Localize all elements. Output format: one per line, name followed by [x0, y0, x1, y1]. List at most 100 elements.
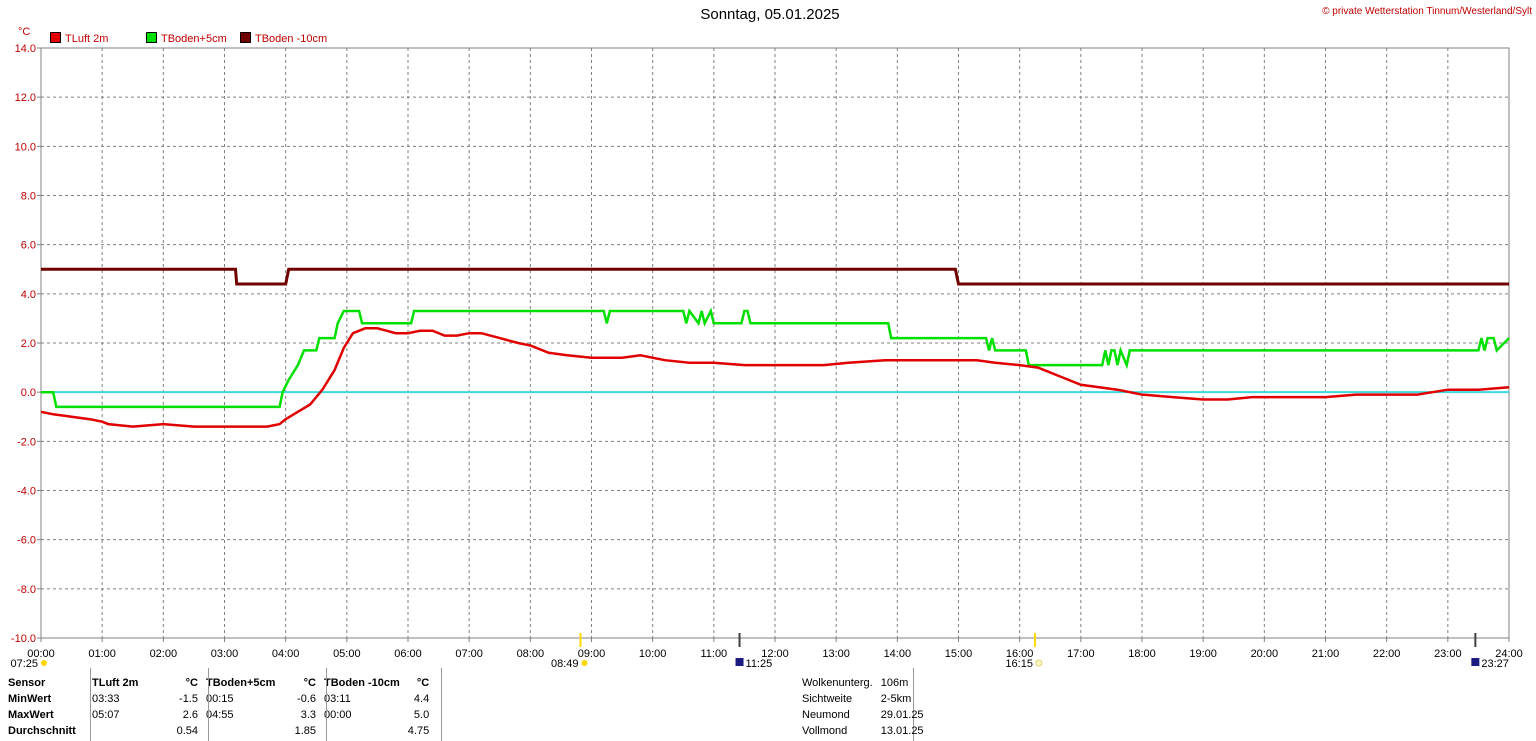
stats-row-max: MaxWert 05:07 2.6 04:55 3.3 00:00 5.0 [4, 707, 433, 723]
x-tick-label: 16:00 [1006, 648, 1034, 660]
info-value: 13.01.25 [880, 725, 924, 737]
stats-cell: -1.5 [179, 693, 198, 705]
stats-cell: 1.85 [294, 725, 316, 737]
copyright-note: © private Wetterstation Tinnum/Westerlan… [1322, 6, 1532, 17]
legend-item-tboden5: TBoden+5cm [146, 32, 227, 45]
moon-icon [735, 658, 744, 666]
y-tick-label: 0.0 [21, 387, 36, 399]
x-tick-label: 23:00 [1434, 648, 1462, 660]
stats-cell: -0.6 [297, 693, 316, 705]
stats-row-label: MinWert [8, 693, 52, 705]
info-value: 106m [880, 677, 909, 689]
stats-cell: 4.75 [407, 725, 430, 737]
x-tick-label: 20:00 [1251, 648, 1279, 660]
stats-cell: 03:11 [324, 693, 351, 705]
y-tick-label: -2.0 [17, 436, 36, 448]
stats-cell [88, 723, 164, 739]
stats-cell [320, 723, 404, 739]
info-row: Vollmond 13.01.25 [798, 723, 928, 739]
info-table: Wolkenunterg. 106m Sichtweite 2-5km Neum… [798, 675, 928, 739]
info-row: Neumond 29.01.25 [798, 707, 928, 723]
x-tick-label: 07:00 [455, 648, 483, 660]
stats-divider [90, 668, 91, 741]
x-tick-label: 18:00 [1128, 648, 1156, 660]
stats-row-avg: Durchschnitt 0.54 1.85 4.75 [4, 723, 433, 739]
stats-cell [202, 723, 284, 739]
y-tick-label: 2.0 [21, 338, 36, 350]
legend-swatch-tboden5 [146, 32, 157, 43]
event-time-label: 11:25 [746, 658, 773, 668]
stats-table: Sensor TLuft 2m °C TBoden+5cm °C TBoden … [4, 675, 433, 739]
sunset-icon [1035, 659, 1043, 667]
y-tick-label: 12.0 [15, 92, 36, 104]
x-tick-label: 17:00 [1067, 648, 1095, 660]
series-line-tboden10 [41, 267, 1509, 286]
y-tick-label: 14.0 [15, 43, 36, 55]
stats-cell: 4.4 [413, 693, 430, 705]
stats-cell: 03:33 [92, 693, 120, 705]
x-tick-label: 08:00 [517, 648, 545, 660]
sun-icon [581, 660, 588, 666]
y-tick-label: -10.0 [11, 633, 36, 645]
info-divider [913, 668, 914, 741]
stats-header-unit: °C [185, 677, 198, 689]
stats-row-label: Durchschnitt [8, 725, 76, 737]
stats-divider [208, 668, 209, 741]
stats-divider [326, 668, 327, 741]
x-tick-label: 02:00 [150, 648, 178, 660]
info-label: Vollmond [802, 725, 848, 737]
stats-cell: 5.0 [413, 709, 430, 721]
info-label: Wolkenunterg. [802, 677, 873, 689]
x-tick-label: 10:00 [639, 648, 667, 660]
temperature-chart: 14.0 12.0 10.0 8.0 6.0 4.0 2.0 0.0 -2.0 -4.0 -6.0 -… [10, 43, 1523, 668]
x-tick-label: 00:00 [27, 648, 55, 660]
moon-icon [1471, 658, 1480, 666]
stats-header-row: Sensor TLuft 2m °C TBoden+5cm °C TBoden … [4, 675, 433, 691]
stats-row-label: MaxWert [8, 709, 54, 721]
x-tick-label: 12:00 [761, 648, 789, 660]
stats-cell: 3.3 [300, 709, 316, 721]
info-label: Sichtweite [802, 693, 853, 705]
sun-icon [41, 660, 47, 666]
stats-header-tboden10: TBoden -10cm [324, 677, 400, 689]
stats-header-tluft: TLuft 2m [92, 677, 139, 689]
stats-cell: 00:00 [324, 709, 352, 721]
info-row: Wolkenunterg. 106m [798, 675, 928, 691]
series-line-tluft [40, 327, 1510, 428]
info-value: 29.01.25 [880, 709, 924, 721]
legend-item-tboden10: TBoden -10cm [240, 32, 327, 45]
info-label: Neumond [802, 709, 850, 721]
x-tick-label: 09:00 [578, 648, 606, 660]
info-value: 2-5km [880, 693, 912, 705]
chart-title: Sonntag, 05.01.2025 [700, 6, 840, 23]
stats-header-unit: °C [416, 677, 430, 689]
series-line-tboden5 [41, 307, 1510, 409]
legend-item-tluft: TLuft 2m [50, 32, 108, 45]
legend-label-tboden10: TBoden -10cm [255, 33, 328, 45]
legend-swatch-tboden10 [240, 32, 251, 43]
stats-header-sensor: Sensor [8, 677, 46, 689]
stats-row-min: MinWert 03:33 -1.5 00:15 -0.6 03:11 4.4 [4, 691, 433, 707]
x-tick-label: 22:00 [1373, 648, 1401, 660]
legend-swatch-tluft [50, 32, 61, 43]
stats-cell: 00:15 [206, 693, 234, 705]
legend-label-tboden5: TBoden+5cm [161, 33, 227, 45]
x-tick-label: 15:00 [945, 648, 973, 660]
y-tick-label: 4.0 [21, 289, 36, 301]
y-axis-unit: °C [18, 26, 31, 38]
x-tick-label: 24:00 [1495, 648, 1523, 660]
stats-divider [441, 668, 442, 741]
event-time-label: 16:15 [1005, 658, 1033, 668]
event-time-label: 23:27 [1481, 658, 1509, 668]
stats-header-tboden5: TBoden+5cm [206, 677, 276, 689]
x-tick-label: 04:00 [272, 648, 300, 660]
x-tick-label: 11:00 [700, 648, 727, 660]
stats-cell: 0.54 [176, 725, 198, 737]
y-tick-label: 8.0 [21, 191, 36, 203]
stats-cell: 04:55 [206, 709, 234, 721]
y-tick-label: -8.0 [17, 584, 36, 596]
x-tick-label: 05:00 [333, 648, 361, 660]
stats-cell: 05:07 [92, 709, 120, 721]
y-tick-label: -4.0 [17, 486, 36, 498]
info-row: Sichtweite 2-5km [798, 691, 928, 707]
